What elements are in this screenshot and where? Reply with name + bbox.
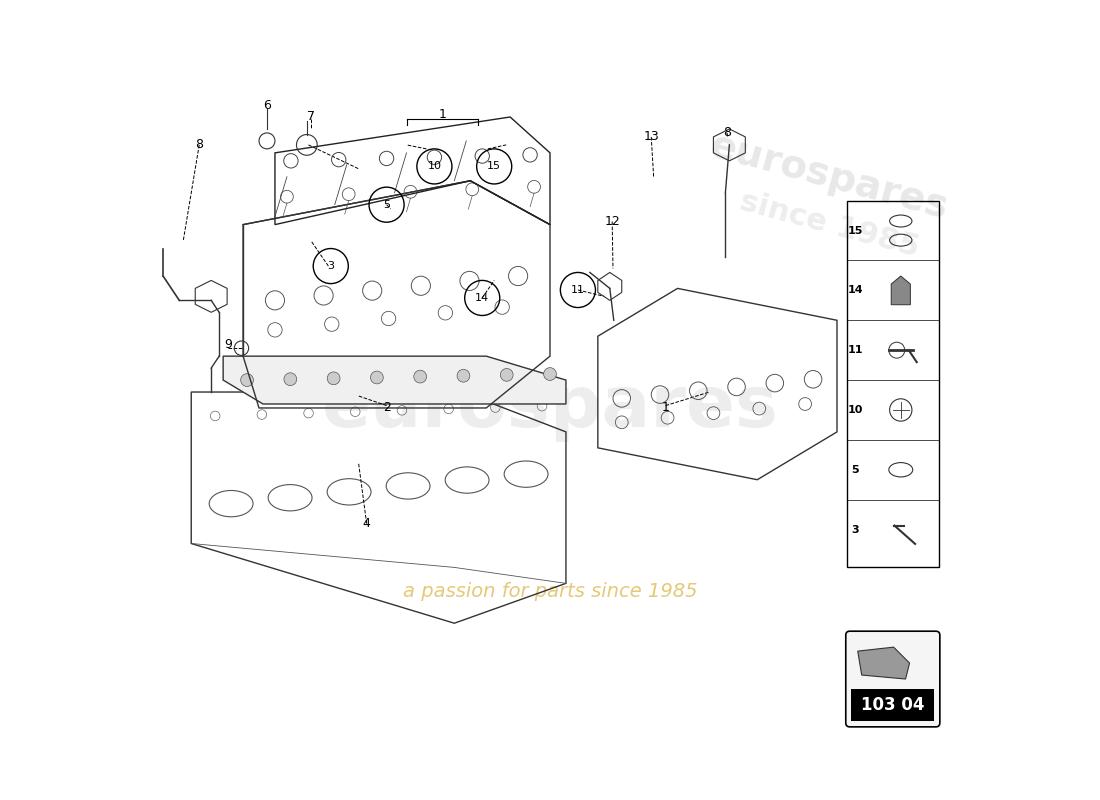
Circle shape [458,370,470,382]
Circle shape [543,368,557,380]
Text: 8: 8 [723,126,732,139]
Text: 6: 6 [263,98,271,111]
Text: 7: 7 [307,110,315,123]
Circle shape [241,374,253,386]
Text: eurospares: eurospares [705,126,953,227]
Polygon shape [891,276,911,305]
Text: 13: 13 [644,130,659,143]
FancyBboxPatch shape [846,631,939,727]
Text: 10: 10 [428,162,441,171]
Text: 15: 15 [487,162,502,171]
Text: 2: 2 [383,402,390,414]
Polygon shape [223,356,565,404]
Text: 8: 8 [195,138,204,151]
Text: 11: 11 [571,285,585,295]
Text: 103 04: 103 04 [861,696,925,714]
Text: 14: 14 [847,286,864,295]
Text: 4: 4 [363,517,371,530]
Text: 1: 1 [662,402,670,414]
Polygon shape [858,647,910,679]
Text: 3: 3 [851,525,859,534]
Text: since 1985: since 1985 [736,186,922,262]
Text: 11: 11 [848,345,864,355]
Text: 5: 5 [383,200,390,210]
Text: 15: 15 [848,226,864,235]
Text: 1: 1 [439,108,447,121]
Circle shape [284,373,297,386]
Text: 10: 10 [848,405,864,415]
Circle shape [371,371,383,384]
Text: a passion for parts since 1985: a passion for parts since 1985 [403,582,697,601]
Circle shape [327,372,340,385]
Text: 14: 14 [475,293,490,303]
Text: eurospares: eurospares [321,374,779,442]
Circle shape [500,369,513,382]
Text: 3: 3 [328,261,334,271]
Text: 12: 12 [604,215,620,228]
Text: 5: 5 [851,465,859,474]
FancyBboxPatch shape [851,690,934,722]
Text: 9: 9 [224,338,232,350]
Circle shape [414,370,427,383]
